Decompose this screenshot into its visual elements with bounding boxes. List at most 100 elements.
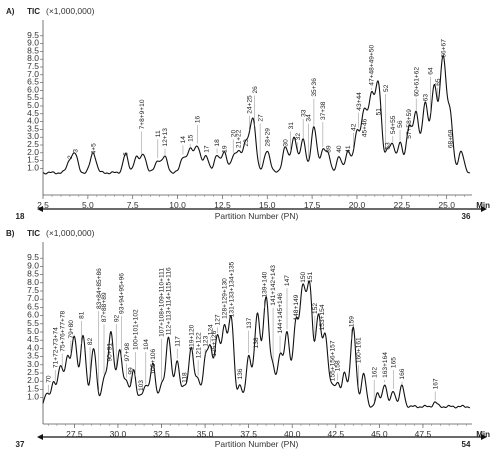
peak-label: 52 [383,84,390,92]
peak-label: 7+8+9+10 [139,99,146,129]
peak-label: 159 [349,316,356,327]
peak-label: 28+29 [264,128,271,147]
peak-label: 163+164 [382,352,389,378]
peak-label: 34 [306,114,313,122]
y-tick-label: 3.5 [27,123,39,133]
peak-label: 123 [202,335,209,346]
peak-label: 65 [435,78,442,86]
y-tick-label: 9.0 [27,38,39,48]
peak-label: 100+101+102 [133,309,140,350]
y-tick-label: 7.5 [27,61,39,71]
y-tick-label: 4.5 [27,334,39,344]
peak-label: 81 [79,311,86,319]
y-tick-label: 9.5 [27,252,39,262]
y-axis-label: TIC [27,229,40,238]
peak-label: 16 [194,115,201,123]
peak-label: 131+133+134+135 [228,261,235,317]
peak-label: 6 [123,152,130,156]
x-tick-label: 20.0 [349,200,366,210]
y-tick-label: 5.0 [27,326,39,336]
peak-label: 39 [325,145,332,153]
peak-label: 32 [295,133,302,141]
panel-a: A) TIC (×1,000,000)1.01.52.02.53.03.54.04.… [6,6,490,221]
y-tick-label: 5.0 [27,100,39,110]
peak-label: 107+108+109+110+111 [159,268,166,337]
peak-label: 160+161 [356,337,363,363]
y-tick-label: 9.5 [27,30,39,40]
y-tick-label: 1.0 [27,392,39,402]
partition-arrow-left [37,434,43,440]
peak-label: 27 [257,114,264,122]
x-tick-label: 22.5 [394,200,411,210]
peak-label: 33 [300,109,307,117]
partition-start: 37 [16,440,25,449]
peak-label: 83+84+85+86 [96,268,103,309]
x-tick-label: 35.0 [197,429,214,439]
y-axis-label: TIC [27,7,40,16]
peak-label: 167 [432,378,439,389]
y-tick-label: 1.5 [27,155,39,165]
peak-label: 155+156+157 [330,340,337,381]
peak-label: 165 [391,357,398,368]
x-tick-label: 40.0 [284,429,301,439]
peak-label: 124 [208,324,215,335]
peak-label: 42 [351,123,358,131]
peak-label: 118 [181,372,188,383]
peak-label: 41 [345,145,352,153]
peak-label: 162 [371,367,378,378]
peak-label: 150 [300,271,307,282]
peak-label: 147 [284,275,291,286]
x-tick-label: 47.5 [415,429,432,439]
y-tick-label: 6.0 [27,84,39,94]
x-tick-label: 30.0 [110,429,127,439]
x-tick-label: 12.5 [214,200,231,210]
peak-label: 31 [288,122,295,130]
peak-label: 60+61+62 [413,67,420,97]
partition-end: 54 [462,440,471,449]
peak-label: 68+69 [447,129,454,148]
y-axis-multiplier: (×1,000,000) [46,228,95,238]
peak-label: 152 [312,303,319,314]
x-tick-label: 15.0 [259,200,276,210]
x-tick-label: 45.0 [371,429,388,439]
peak-label: 112+113+114+115+116 [166,267,173,335]
peak-label: 23 [243,139,250,147]
peak-label: 24+25 [247,95,254,114]
partition-end: 36 [462,212,471,221]
peak-label: 51 [376,108,383,116]
y-tick-label: 4.5 [27,108,39,118]
peak-label: 18 [214,139,221,147]
y-tick-label: 1.0 [27,162,39,172]
peak-label: 87+88+89 [101,292,108,322]
y-tick-label: 7.0 [27,293,39,303]
peak-label: 137 [246,317,253,328]
peak-label: 17 [203,145,210,153]
x-tick-label: 5.0 [82,200,94,210]
peak-label: 79+80 [68,320,75,339]
partition-label: Partition Number (PN) [215,439,299,449]
peak-label: 119+120 [188,324,195,350]
peak-label: 12+13 [162,128,169,147]
y-axis-multiplier: (×1,000,000) [46,6,95,16]
y-tick-label: 9.0 [27,260,39,270]
x-tick-label: 17.5 [304,200,321,210]
x-tick-label: 37.5 [240,429,257,439]
peak-label: 21+22 [236,129,243,148]
peak-label: 37+38 [320,101,327,120]
x-tick-label: 2.5 [37,200,49,210]
panel-label: A) [6,7,15,16]
y-tick-label: 2.5 [27,139,39,149]
x-tick-label: 25.0 [438,200,455,210]
x-tick-label: 32.5 [153,429,170,439]
peak-label: 117 [174,336,181,347]
peak-label: 4+5 [90,143,97,155]
peak-label: 104 [143,339,150,350]
x-tick-label: 10.0 [169,200,186,210]
peak-label: 71+72+73+74 [52,327,59,368]
peak-label: 19 [221,145,228,153]
peak-label: 92 [113,314,120,322]
y-tick-label: 2.0 [27,147,39,157]
y-tick-label: 1.5 [27,383,39,393]
peak-label: 70 [45,375,52,383]
tic-trace [42,280,471,409]
